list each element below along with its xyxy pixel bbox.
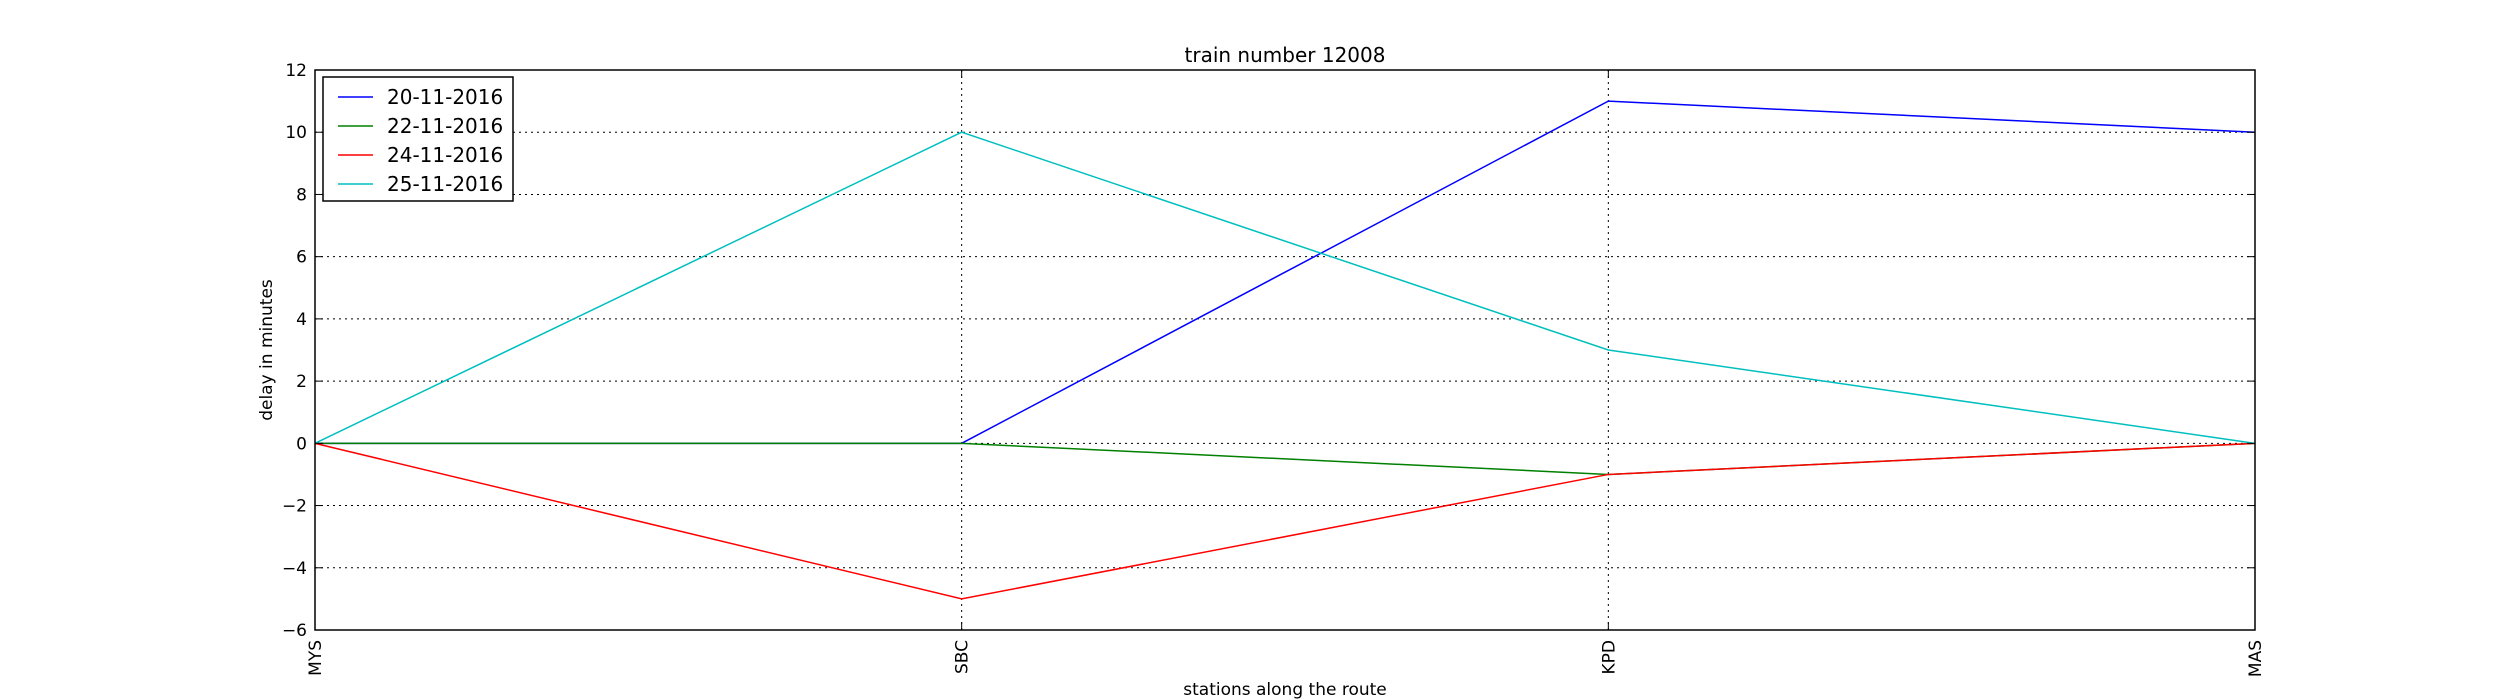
y-tick-label: 4 xyxy=(296,310,307,330)
y-tick-label: −6 xyxy=(282,621,307,641)
y-tick-label: −2 xyxy=(282,497,307,517)
series-lines xyxy=(314,100,2256,600)
chart-title: train number 12008 xyxy=(1185,43,1386,67)
legend-label: 22-11-2016 xyxy=(387,114,503,138)
y-tick-label: 12 xyxy=(285,61,307,81)
x-axis-label: stations along the route xyxy=(1183,680,1387,700)
series-line xyxy=(315,442,2256,476)
x-tick-label: SBC xyxy=(953,640,973,674)
x-tick-label: MYS xyxy=(306,640,326,676)
y-tick-label: 6 xyxy=(296,248,307,268)
legend-label: 20-11-2016 xyxy=(387,85,503,109)
series-line xyxy=(315,100,2256,445)
y-tick-label: 0 xyxy=(296,434,307,454)
y-axis: −6 −4 −2 0 2 4 6 8 10 12 xyxy=(282,61,2255,641)
legend-label: 25-11-2016 xyxy=(387,172,503,196)
legend: 20-11-2016 22-11-2016 24-11-2016 25-11-2016 xyxy=(322,76,514,202)
y-tick-label: 8 xyxy=(296,185,307,205)
x-tick-label: KPD xyxy=(1599,640,1619,675)
series-line xyxy=(314,131,2256,445)
grid xyxy=(315,70,2255,630)
x-tick-label: MAS xyxy=(2246,640,2266,677)
y-tick-label: 2 xyxy=(296,372,307,392)
legend-label: 24-11-2016 xyxy=(387,143,503,167)
x-axis: MYS SBC KPD MAS xyxy=(306,70,2266,677)
plot-frame xyxy=(314,69,2256,631)
series-line xyxy=(314,442,2256,600)
y-tick-label: 10 xyxy=(285,123,307,143)
y-tick-label: −4 xyxy=(282,559,307,579)
y-axis-label: delay in minutes xyxy=(257,279,277,421)
